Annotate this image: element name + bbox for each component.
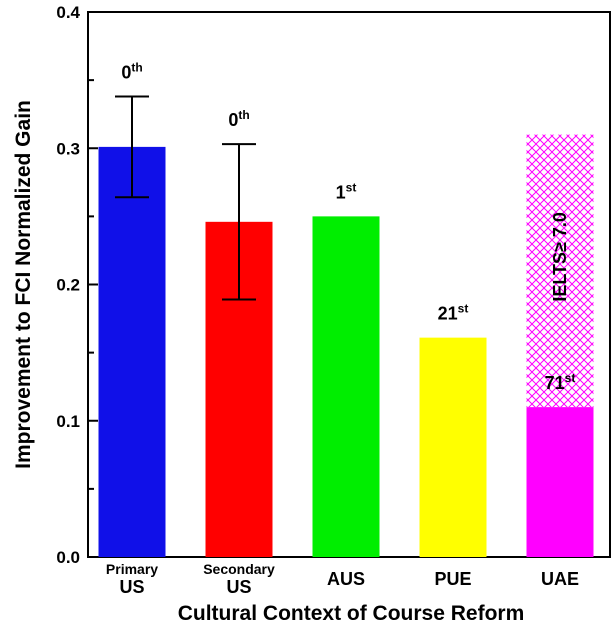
y-tick-label: 0.2 xyxy=(56,276,80,295)
hatched-annotation: IELTS≥ 7.0 xyxy=(550,212,570,302)
bars xyxy=(98,134,594,557)
x-tick-label-line2: US xyxy=(226,577,251,597)
rank-labels: 0th 0th 1st 21st 71st IELTS≥ 7.0 xyxy=(121,60,575,393)
x-axis-title: Cultural Context of Course Reform xyxy=(178,602,525,625)
error-bars xyxy=(115,95,256,301)
y-axis: 0.0 0.1 0.2 0.3 0.4 xyxy=(56,3,98,567)
error-bar xyxy=(115,95,149,199)
x-tick-label: AUS xyxy=(327,569,365,589)
x-tick-label: UAE xyxy=(541,569,579,589)
x-tick-label-line2: US xyxy=(119,577,144,597)
y-tick-label: 0.0 xyxy=(56,548,80,567)
y-tick-label: 0.4 xyxy=(56,3,80,22)
rank-label: 0th xyxy=(121,60,142,82)
rank-label: 1st xyxy=(336,180,357,202)
x-tick-label: PUE xyxy=(434,569,471,589)
y-tick-label: 0.1 xyxy=(56,412,80,431)
x-tick-label: Secondary xyxy=(203,561,275,577)
bar xyxy=(419,337,487,557)
bar xyxy=(98,146,166,557)
rank-label: 71st xyxy=(545,371,576,393)
rank-label: 21st xyxy=(438,302,469,324)
rank-label: 0th xyxy=(228,108,249,130)
y-axis-title: Improvement to FCI Normalized Gain xyxy=(12,100,35,469)
y-tick-label: 0.3 xyxy=(56,139,80,158)
bar xyxy=(312,216,380,557)
bar xyxy=(526,407,594,557)
hatched-bar-extension xyxy=(526,134,594,408)
error-bar xyxy=(222,143,256,301)
x-tick-label: Primary xyxy=(106,561,158,577)
